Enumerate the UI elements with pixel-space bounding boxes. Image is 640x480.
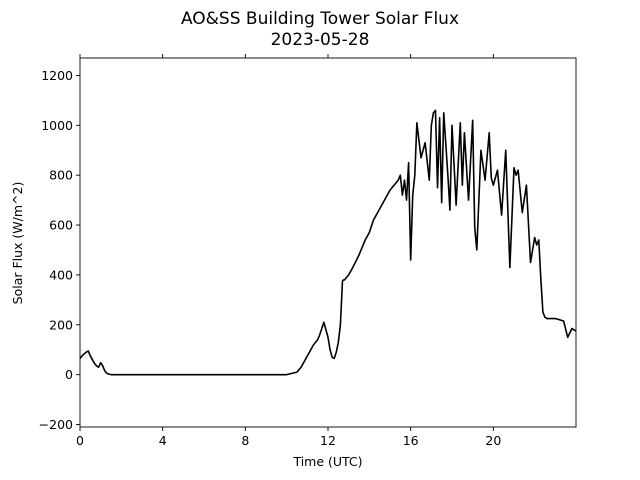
- x-tick-label: 16: [403, 433, 419, 448]
- x-tick-label: 8: [241, 433, 249, 448]
- x-tick-label: 4: [159, 433, 167, 448]
- x-tick-label: 20: [485, 433, 501, 448]
- y-axis: −200 0 200 400 600 800 1000 1200: [39, 68, 80, 432]
- plot-area: [80, 109, 576, 376]
- y-tick-label: 1000: [41, 118, 73, 133]
- y-axis-label: Solar Flux (W/m^2): [10, 182, 25, 305]
- x-tick-label: 0: [76, 433, 84, 448]
- x-tick-label: 12: [320, 433, 336, 448]
- chart-title: AO&SS Building Tower Solar Flux: [181, 9, 459, 29]
- y-tick-label: 1200: [41, 68, 73, 83]
- solar-flux-line: [80, 109, 576, 376]
- x-axis-label: Time (UTC): [292, 454, 362, 469]
- y-tick-label: 400: [49, 267, 73, 282]
- chart-subtitle: 2023-05-28: [271, 30, 370, 50]
- x-axis: 0 4 8 12 16 20: [76, 54, 501, 448]
- y-tick-label: 0: [65, 367, 73, 382]
- y-tick-label: 800: [49, 168, 73, 183]
- y-tick-label: −200: [39, 417, 73, 432]
- y-tick-label: 200: [49, 317, 73, 332]
- y-tick-label: 600: [49, 218, 73, 233]
